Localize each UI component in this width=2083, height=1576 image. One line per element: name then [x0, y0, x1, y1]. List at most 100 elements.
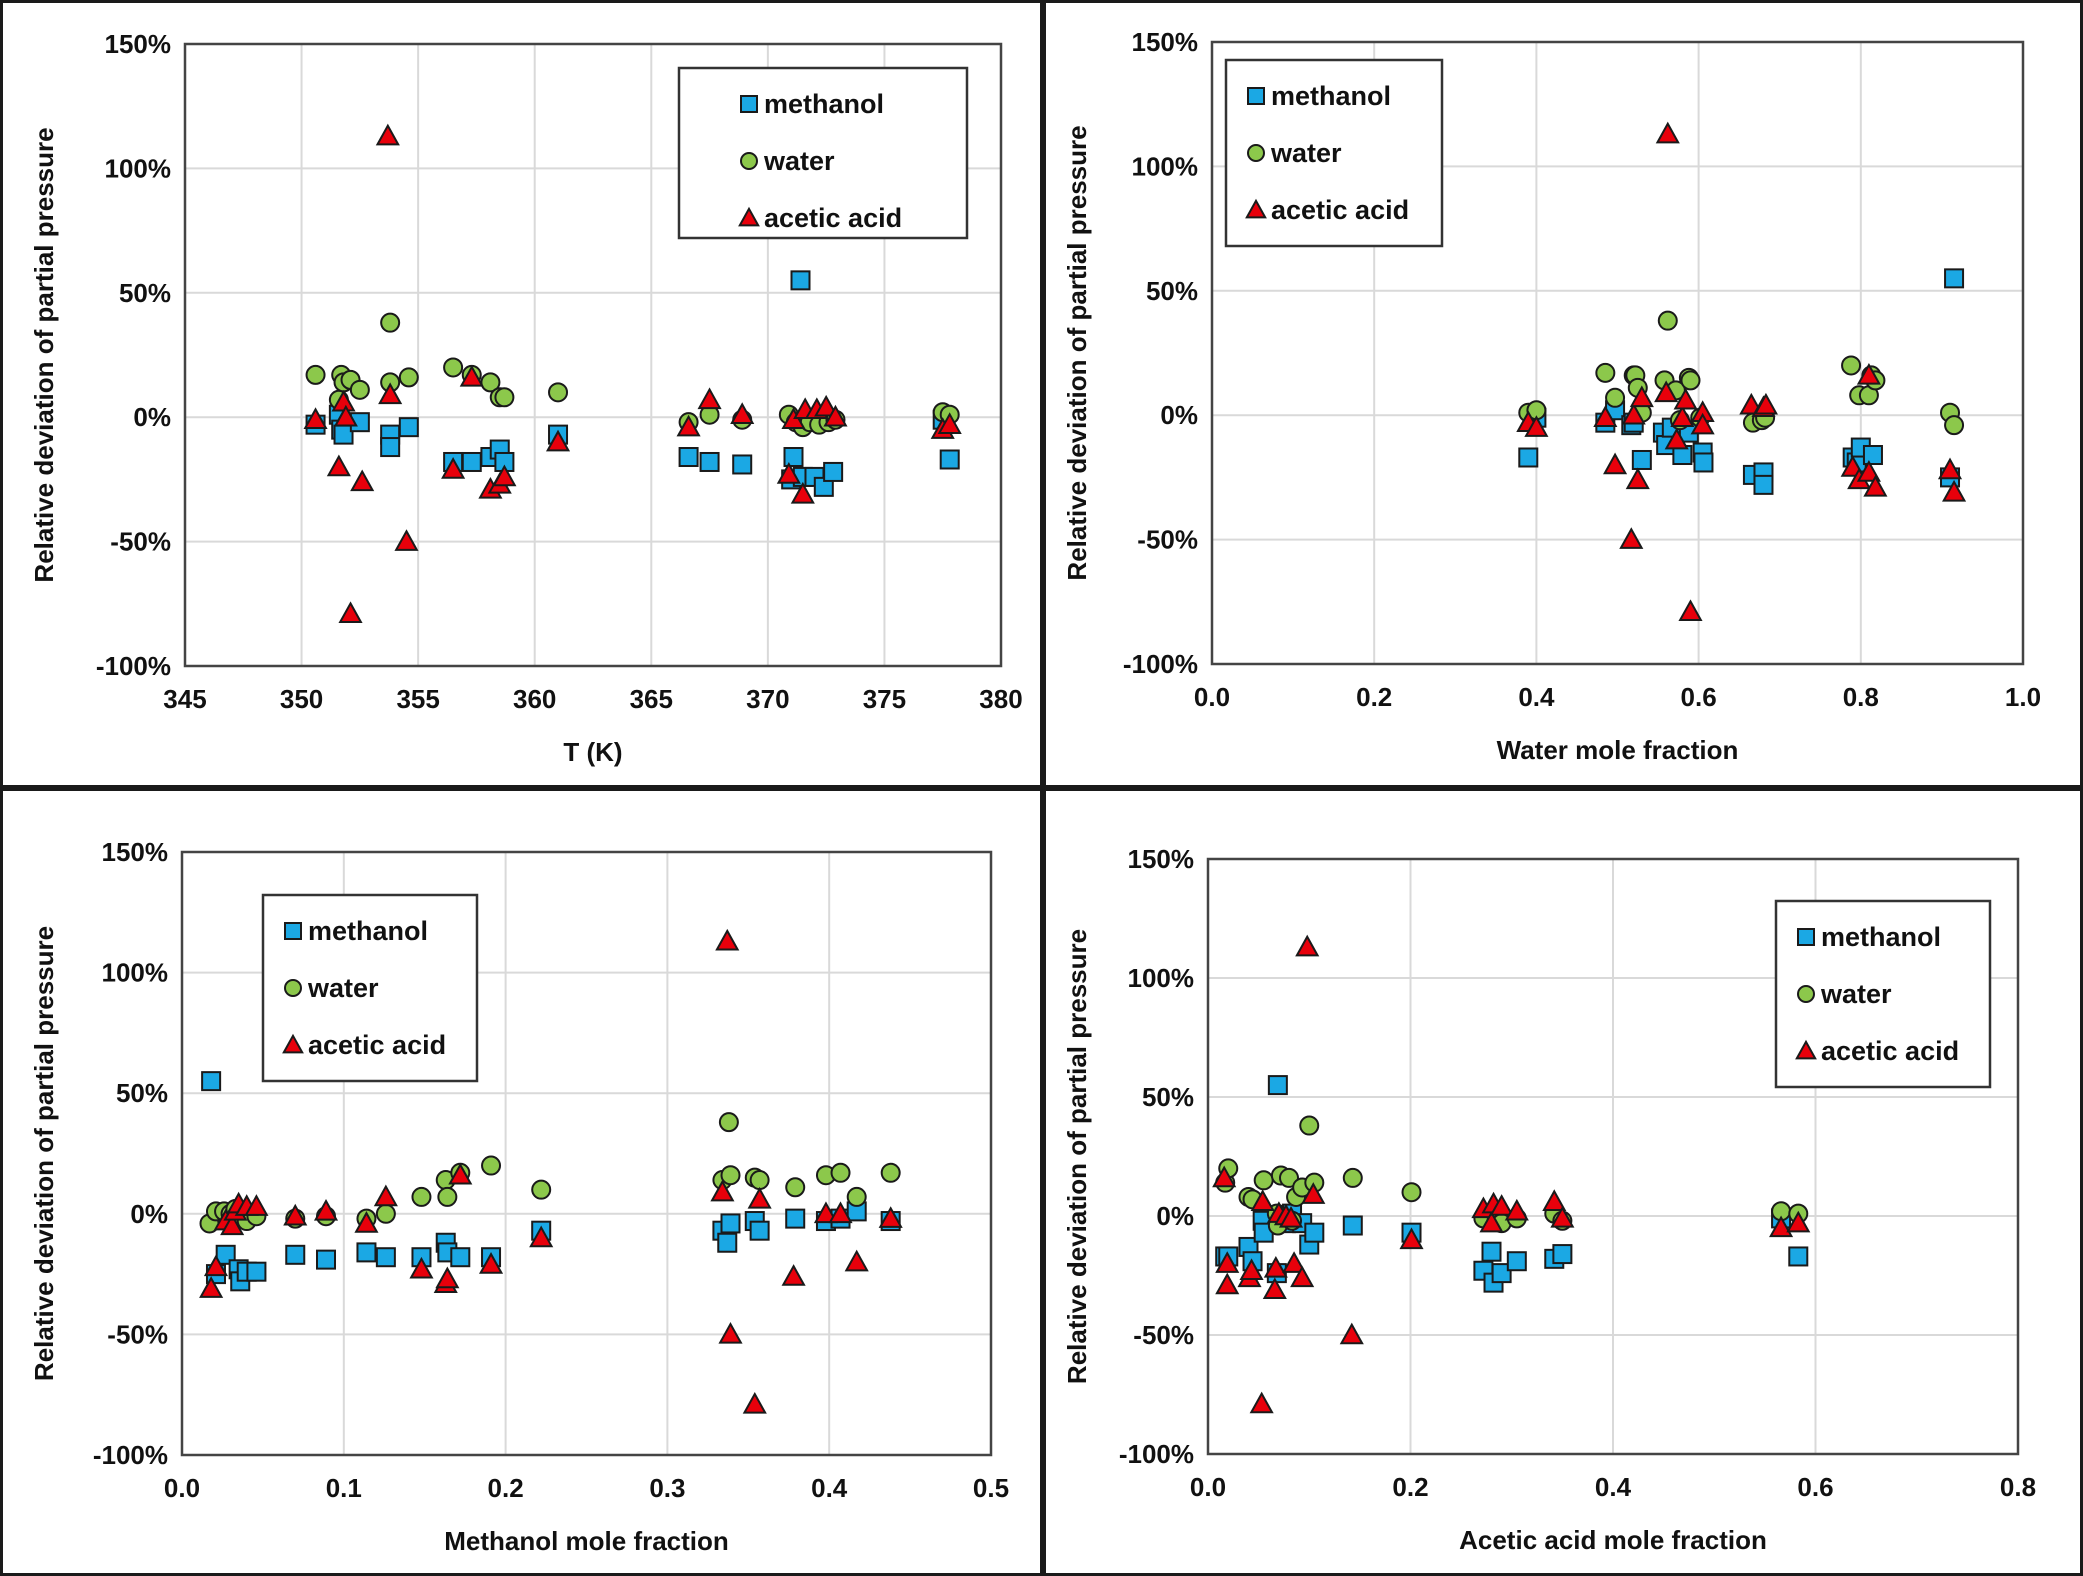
legend-marker-water [740, 152, 758, 170]
y-tick-label: 100% [1132, 151, 1199, 181]
x-tick-label: 350 [280, 684, 323, 714]
data-point-acetic-acid [742, 1391, 767, 1414]
data-point-water [375, 1203, 396, 1224]
legend-marker-methanol [740, 95, 758, 113]
data-point-acetic-acid [1678, 599, 1703, 622]
data-point-acetic-acid [1664, 427, 1689, 450]
data-point-methanol [1552, 1244, 1573, 1265]
y-tick-label: -50% [110, 527, 171, 557]
legend-marker-acetic-acid [738, 206, 760, 227]
legend: methanol water acetic acid [1224, 58, 1444, 248]
x-tick-label: 0.2 [488, 1473, 524, 1503]
data-point-acetic-acid [350, 469, 375, 492]
data-point-water [398, 367, 419, 388]
data-point-methanol [823, 461, 844, 482]
data-point-methanol [1481, 1241, 1502, 1262]
data-point-methanol [1342, 1215, 1363, 1236]
y-tick-label: 100% [105, 153, 172, 183]
data-point-water [1299, 1115, 1320, 1136]
data-point-water [720, 1165, 741, 1186]
x-axis-ticks: 0.0 0.2 0.4 0.6 0.8 1.0 [1194, 682, 2041, 712]
data-point-acetic-acid [199, 1276, 224, 1298]
data-point-acetic-acid [823, 404, 848, 427]
data-point-acetic-acid [1542, 1189, 1567, 1211]
x-axis-ticks: 0.0 0.1 0.2 0.3 0.4 0.5 [164, 1473, 1009, 1503]
data-point-acetic-acid [1673, 387, 1698, 410]
data-point-acetic-acid [1942, 479, 1967, 502]
y-axis-ticks: -100% -50% 0% 50% 100% 150% [1119, 844, 1194, 1469]
y-tick-label: 150% [105, 29, 172, 59]
data-point-acetic-acid [1863, 474, 1888, 497]
x-tick-label: 0.1 [326, 1473, 362, 1503]
scatter-chart-water-fraction: 0.0 0.2 0.4 0.6 0.8 1.0 -100% -50% 0% 50% 100% 150%… [1062, 27, 2041, 765]
data-point-acetic-acid [478, 1252, 504, 1274]
data-point-methanol [939, 449, 960, 470]
series-acetic-acid [199, 928, 903, 1414]
data-point-methanol [316, 1249, 337, 1270]
data-point-methanol [461, 451, 482, 472]
x-tick-label: 0.4 [811, 1473, 848, 1503]
data-point-acetic-acid [459, 364, 484, 387]
data-point-acetic-acid [448, 1162, 473, 1185]
data-point-acetic-acid [1250, 1189, 1275, 1211]
legend-marker-methanol [1797, 928, 1815, 946]
data-point-methanol [699, 451, 720, 472]
data-point-acetic-acid [394, 529, 419, 551]
y-axis-title: Relative deviation of partial pressure [1062, 929, 1092, 1384]
y-tick-label: 100% [102, 958, 169, 988]
series-acetic-acid [303, 123, 962, 624]
data-point-water [1605, 387, 1626, 408]
legend: methanol water acetic acid [261, 893, 479, 1083]
data-point-acetic-acid [1282, 1251, 1307, 1273]
data-point-acetic-acid [1399, 1227, 1424, 1250]
x-axis-title: Water mole fraction [1497, 735, 1739, 765]
data-point-acetic-acid [814, 394, 839, 417]
data-point-acetic-acid [718, 1321, 743, 1344]
data-point-acetic-acid [1937, 457, 1963, 480]
data-point-acetic-acid [1670, 405, 1695, 427]
x-tick-label: 370 [746, 684, 789, 714]
y-tick-label: 150% [1128, 844, 1195, 874]
data-point-acetic-acid [1301, 1182, 1326, 1204]
data-point-methanol [201, 1071, 222, 1092]
plot-area-frame [1206, 857, 2020, 1456]
data-point-acetic-acid [828, 1201, 853, 1224]
data-point-acetic-acid [1655, 121, 1680, 144]
data-point-water [305, 364, 326, 385]
legend-label-water: water [763, 146, 835, 176]
data-point-acetic-acid [776, 462, 801, 484]
x-tick-label: 0.4 [1518, 682, 1555, 712]
data-point-acetic-acid [220, 1213, 245, 1236]
data-point-methanol [783, 447, 804, 468]
plot-area-frame [183, 42, 1003, 668]
data-point-acetic-acid [1263, 1255, 1288, 1278]
data-point-water [481, 1155, 502, 1176]
y-tick-label: 100% [1128, 963, 1195, 993]
data-point-methanol [1518, 447, 1539, 468]
x-tick-label: 0.0 [1190, 1472, 1226, 1502]
data-point-methanol [720, 1213, 741, 1234]
legend-label-water: water [1270, 138, 1342, 168]
data-point-water [1401, 1182, 1422, 1203]
legend-label-water: water [1820, 979, 1892, 1009]
data-point-water [1342, 1167, 1363, 1188]
data-point-acetic-acid [1603, 452, 1628, 475]
data-point-acetic-acid [545, 429, 571, 452]
data-point-acetic-acid [283, 1203, 308, 1226]
data-point-water [494, 387, 515, 408]
x-axis-title: Acetic acid mole fraction [1459, 1525, 1767, 1555]
data-point-acetic-acid [1786, 1210, 1811, 1233]
legend-label-acetic-acid: acetic acid [764, 203, 902, 233]
y-tick-label: 0% [1156, 1201, 1194, 1231]
data-point-acetic-acid [338, 601, 363, 624]
data-point-acetic-acid [781, 1264, 806, 1286]
data-point-acetic-acid [1593, 405, 1618, 427]
x-tick-label: 0.0 [1194, 682, 1230, 712]
chart-panel-water-fraction: 0.0 0.2 0.4 0.6 0.8 1.0 -100% -50% 0% 50% 100% 150%… [1043, 0, 2083, 788]
x-tick-label: 345 [163, 684, 206, 714]
data-point-acetic-acid [326, 454, 351, 477]
data-point-acetic-acid [844, 1249, 869, 1272]
y-tick-label: 150% [102, 837, 169, 867]
data-point-water [380, 312, 401, 333]
plot-area-frame [180, 850, 993, 1457]
